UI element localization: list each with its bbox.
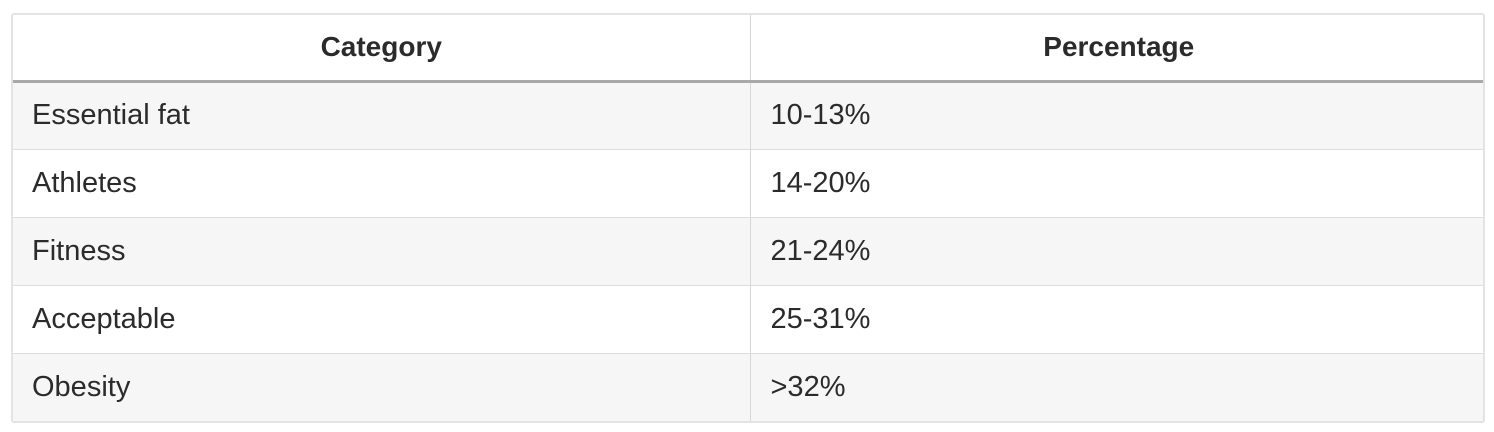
table-row: Obesity >32% <box>13 352 1483 421</box>
column-header-category: Category <box>13 15 750 83</box>
percentage-cell: 21-24% <box>749 216 1483 285</box>
category-cell: Fitness <box>13 216 750 285</box>
data-table: Category Percentage Essential fat 10-13%… <box>13 15 1483 421</box>
category-cell: Athletes <box>13 148 750 217</box>
table-row: Acceptable 25-31% <box>13 284 1483 353</box>
column-header-percentage: Percentage <box>749 15 1483 83</box>
category-cell: Acceptable <box>13 284 750 353</box>
table-body: Essential fat 10-13% Athletes 14-20% Fit… <box>13 81 1483 421</box>
table-row: Athletes 14-20% <box>13 148 1483 217</box>
percentage-cell: 25-31% <box>749 284 1483 353</box>
category-cell: Obesity <box>13 352 750 421</box>
table-row: Fitness 21-24% <box>13 216 1483 285</box>
percentage-cell: >32% <box>749 352 1483 421</box>
body-fat-table: Category Percentage Essential fat 10-13%… <box>11 13 1485 423</box>
header-row: Category Percentage <box>13 15 1483 83</box>
category-cell: Essential fat <box>13 81 750 149</box>
table-header: Category Percentage <box>13 15 1483 83</box>
percentage-cell: 14-20% <box>749 148 1483 217</box>
percentage-cell: 10-13% <box>749 81 1483 149</box>
table-row: Essential fat 10-13% <box>13 81 1483 149</box>
